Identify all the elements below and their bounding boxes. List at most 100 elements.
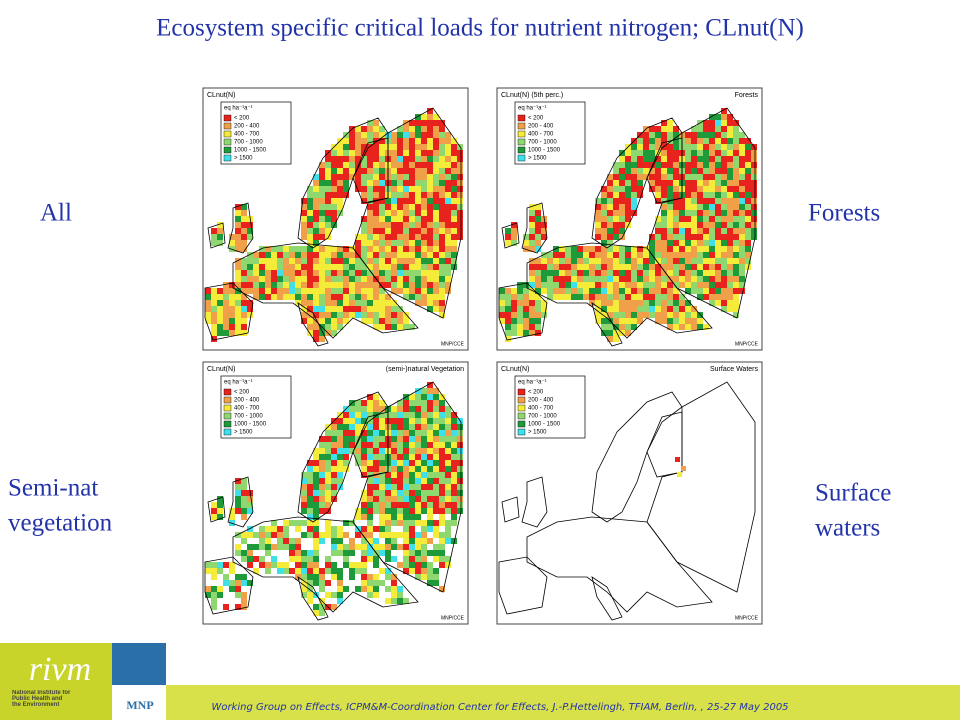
map-cell xyxy=(433,442,439,448)
map-cell xyxy=(727,222,733,228)
map-cell xyxy=(439,472,445,478)
map-cell xyxy=(331,526,337,532)
map-cell xyxy=(703,324,709,330)
map-cell xyxy=(571,282,577,288)
map-cell xyxy=(703,162,709,168)
map-cell xyxy=(631,168,637,174)
map-cell xyxy=(397,162,403,168)
map-cell xyxy=(427,276,433,282)
map-cell xyxy=(379,580,385,586)
legend-label: 700 - 1000 xyxy=(234,414,263,420)
map-cell xyxy=(511,222,517,228)
map-cell xyxy=(241,216,247,222)
map-cell xyxy=(451,418,457,424)
map-cell xyxy=(409,538,415,544)
map-cell xyxy=(685,198,691,204)
map-cell xyxy=(619,216,625,222)
map-cell xyxy=(583,252,589,258)
map-cell xyxy=(499,294,505,300)
map-cell xyxy=(535,210,541,216)
map-cell xyxy=(415,114,421,120)
map-cell xyxy=(421,502,427,508)
map-cell xyxy=(313,222,319,228)
map-cell xyxy=(649,150,655,156)
map-cell xyxy=(451,198,457,204)
map-cell xyxy=(367,550,373,556)
map-cell xyxy=(427,514,433,520)
map-cell xyxy=(337,478,343,484)
map-cell xyxy=(661,276,667,282)
map-cell xyxy=(433,574,439,580)
map-cell xyxy=(625,258,631,264)
map-cell xyxy=(397,442,403,448)
map-cell xyxy=(445,508,451,514)
map-cell xyxy=(367,454,373,460)
map-cell xyxy=(403,234,409,240)
map-cell xyxy=(373,526,379,532)
map-cell xyxy=(301,312,307,318)
map-cell xyxy=(421,180,427,186)
map-cell xyxy=(619,258,625,264)
map-cell xyxy=(361,282,367,288)
map-cell xyxy=(697,270,703,276)
map-cell xyxy=(319,228,325,234)
map-cell xyxy=(445,240,451,246)
legend-label: < 200 xyxy=(528,116,544,122)
map-cell xyxy=(595,252,601,258)
map-cell xyxy=(649,144,655,150)
map-cell xyxy=(379,526,385,532)
map-cell xyxy=(445,174,451,180)
map-cell xyxy=(637,270,643,276)
map-cell xyxy=(703,270,709,276)
map-cell xyxy=(751,174,757,180)
map-cell xyxy=(643,252,649,258)
map-cell xyxy=(681,466,686,471)
map-cell xyxy=(223,562,229,568)
map-cell xyxy=(391,544,397,550)
map-cell xyxy=(403,550,409,556)
map-cell xyxy=(397,490,403,496)
map-cell xyxy=(331,168,337,174)
map-cell xyxy=(373,180,379,186)
map-cell xyxy=(607,300,613,306)
map-cell xyxy=(325,168,331,174)
map-cell xyxy=(403,168,409,174)
map-cell xyxy=(691,138,697,144)
map-cell xyxy=(355,234,361,240)
map-cell xyxy=(421,574,427,580)
map-cell xyxy=(367,514,373,520)
map-cell xyxy=(553,264,559,270)
map-cell xyxy=(349,270,355,276)
map-cell xyxy=(409,442,415,448)
map-cell xyxy=(313,448,319,454)
map-cell xyxy=(439,270,445,276)
map-cell xyxy=(415,430,421,436)
map-cell xyxy=(697,144,703,150)
map-cell xyxy=(373,192,379,198)
map-cell xyxy=(379,186,385,192)
map-cell xyxy=(217,240,223,246)
map-cell xyxy=(541,222,547,228)
map-cell xyxy=(355,246,361,252)
map-cell xyxy=(715,258,721,264)
map-cell xyxy=(619,318,625,324)
map-outline xyxy=(207,222,226,249)
map-cell xyxy=(433,526,439,532)
map-cell xyxy=(661,264,667,270)
map-cell xyxy=(259,556,265,562)
map-cell xyxy=(457,430,463,436)
map-cell xyxy=(211,502,217,508)
map-cell xyxy=(457,156,463,162)
map-cell xyxy=(319,484,325,490)
map-cell xyxy=(427,258,433,264)
map-cell xyxy=(367,138,373,144)
map-title: CLnut(N) xyxy=(501,366,529,373)
map-cell xyxy=(229,508,235,514)
map-cell xyxy=(745,204,751,210)
map-cell xyxy=(379,568,385,574)
map-cell xyxy=(259,270,265,276)
map-cell xyxy=(643,156,649,162)
map-outline xyxy=(297,302,329,347)
map-cell xyxy=(691,264,697,270)
map-cell xyxy=(283,562,289,568)
